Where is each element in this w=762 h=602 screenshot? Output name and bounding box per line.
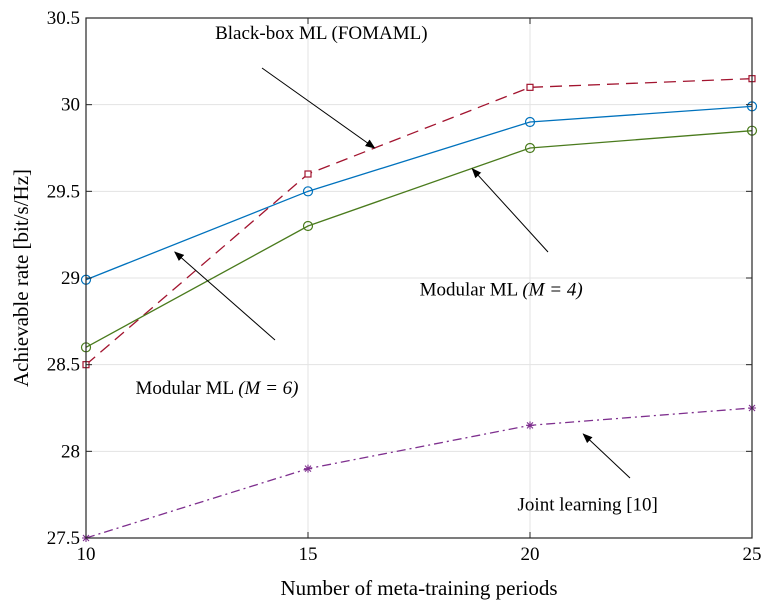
y-tick-label: 28 [61, 441, 80, 462]
annotation-arrow-0 [261, 67, 376, 149]
x-tick-label: 15 [299, 544, 318, 565]
data-point-2-1 [302, 186, 314, 197]
data-point-3-2 [526, 421, 534, 430]
series-line-3 [85, 407, 752, 538]
series-line-0 [85, 78, 752, 366]
y-tick-label: 30 [61, 95, 80, 116]
x-tick-label: 20 [521, 544, 540, 565]
y-tick-label: 29.5 [47, 181, 80, 202]
annotation-arrow-1 [471, 168, 549, 253]
annotation-math: (M = 6) [238, 378, 298, 399]
data-point-2-2 [524, 116, 536, 128]
y-tick-label: 28.5 [47, 355, 80, 376]
annotation-arrow-3 [582, 433, 631, 479]
marker-layer [80, 75, 758, 542]
annotation-text: Modular ML [420, 279, 523, 300]
annotation-label-0: Black-box ML (FOMAML) [215, 23, 428, 44]
annotation-label-3: Joint learning [10] [518, 494, 658, 515]
annotation-math: (M = 4) [522, 279, 582, 300]
annotation-text: Joint learning [10] [518, 494, 658, 515]
y-tick-label: 27.5 [47, 528, 80, 549]
x-tick-label: 25 [743, 544, 762, 565]
annotation-text: Modular ML [135, 378, 238, 399]
x-axis-label: Number of meta-training periods [281, 576, 558, 600]
data-point-0-1 [304, 170, 312, 178]
annotation-label-1: Modular ML (M = 4) [420, 279, 583, 300]
annotation-text: Black-box ML (FOMAML) [215, 23, 428, 44]
y-axis-label: Achievable rate [bit/s/Hz] [9, 169, 33, 387]
data-point-1-1 [302, 220, 314, 232]
data-point-3-1 [304, 464, 312, 473]
grid [85, 17, 753, 539]
series-line-1 [85, 130, 752, 348]
x-tick-label: 10 [77, 544, 96, 565]
tick-layer: 10 15 20 25 27.5 28 28.5 29 29.5 30 30.5 [47, 8, 762, 565]
annotation-label-2: Modular ML (M = 6) [135, 378, 298, 399]
series-layer [85, 78, 752, 538]
annotation-layer: Black-box ML (FOMAML)Modular ML (M = 4)M… [135, 23, 657, 515]
data-point-1-2 [524, 142, 536, 154]
data-point-0-2 [526, 83, 534, 91]
series-line-2 [85, 105, 752, 281]
annotation-arrow-2 [174, 251, 276, 341]
y-tick-label: 30.5 [47, 8, 80, 29]
y-tick-label: 29 [61, 268, 80, 289]
